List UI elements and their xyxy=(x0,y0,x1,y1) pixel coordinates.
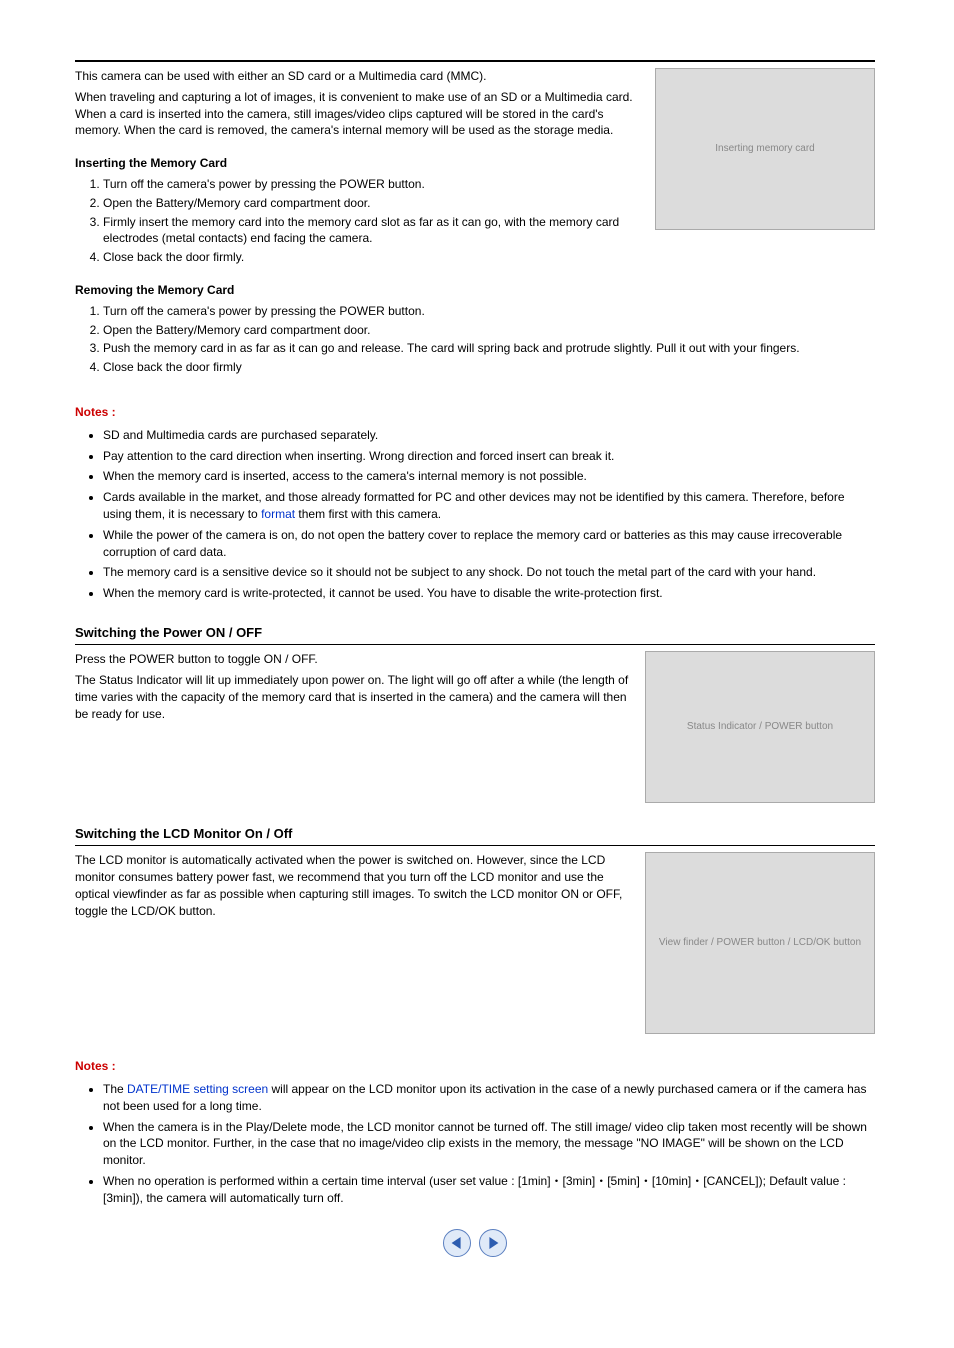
inserting-step: Close back the door firmly. xyxy=(103,249,875,266)
note-item: While the power of the camera is on, do … xyxy=(103,527,875,561)
note-text: The xyxy=(103,1082,127,1096)
note-item: The DATE/TIME setting screen will appear… xyxy=(103,1081,875,1115)
note-item: When no operation is performed within a … xyxy=(103,1173,875,1207)
removing-steps: Turn off the camera's power by pressing … xyxy=(75,303,875,376)
removing-heading: Removing the Memory Card xyxy=(75,282,875,299)
notes1-heading: Notes : xyxy=(75,404,875,421)
figure-lcd: View finder / POWER button / LCD/OK butt… xyxy=(645,852,875,1034)
note-item: When the camera is in the Play/Delete mo… xyxy=(103,1119,875,1169)
removing-step: Close back the door firmly xyxy=(103,359,875,376)
prev-page-button[interactable] xyxy=(443,1229,471,1257)
figure-lcd-alt: View finder / POWER button / LCD/OK butt… xyxy=(659,936,861,950)
lcd-heading: Switching the LCD Monitor On / Off xyxy=(75,825,875,846)
power-heading: Switching the Power ON / OFF xyxy=(75,624,875,645)
lcd-p1: The LCD monitor is automatically activat… xyxy=(75,852,629,919)
note-item: When the memory card is write-protected,… xyxy=(103,585,875,602)
note-item: SD and Multimedia cards are purchased se… xyxy=(103,427,875,444)
top-horizontal-rule xyxy=(75,60,875,62)
next-page-button[interactable] xyxy=(479,1229,507,1257)
nav-arrows xyxy=(75,1229,875,1257)
notes1-list: SD and Multimedia cards are purchased se… xyxy=(75,427,875,602)
note-item: Cards available in the market, and those… xyxy=(103,489,875,523)
datetime-link[interactable]: DATE/TIME setting screen xyxy=(127,1082,268,1096)
note-item: When the memory card is inserted, access… xyxy=(103,468,875,485)
notes2-heading: Notes : xyxy=(75,1058,875,1075)
note-text: Cards available in the market, and those… xyxy=(103,490,845,521)
format-link[interactable]: format xyxy=(261,507,295,521)
figure-power-alt: Status Indicator / POWER button xyxy=(687,720,833,734)
power-p2: The Status Indicator will lit up immedia… xyxy=(75,672,629,722)
figure-power: Status Indicator / POWER button xyxy=(645,651,875,803)
figure-insert-card-alt: Inserting memory card xyxy=(715,142,814,156)
figure-insert-card: Inserting memory card xyxy=(655,68,875,230)
removing-step: Push the memory card in as far as it can… xyxy=(103,340,875,357)
removing-step: Turn off the camera's power by pressing … xyxy=(103,303,875,320)
power-p1: Press the POWER button to toggle ON / OF… xyxy=(75,651,629,668)
removing-step: Open the Battery/Memory card compartment… xyxy=(103,322,875,339)
notes2-list: The DATE/TIME setting screen will appear… xyxy=(75,1081,875,1207)
note-item: The memory card is a sensitive device so… xyxy=(103,564,875,581)
note-item: Pay attention to the card direction when… xyxy=(103,448,875,465)
note-text: them first with this camera. xyxy=(295,507,441,521)
